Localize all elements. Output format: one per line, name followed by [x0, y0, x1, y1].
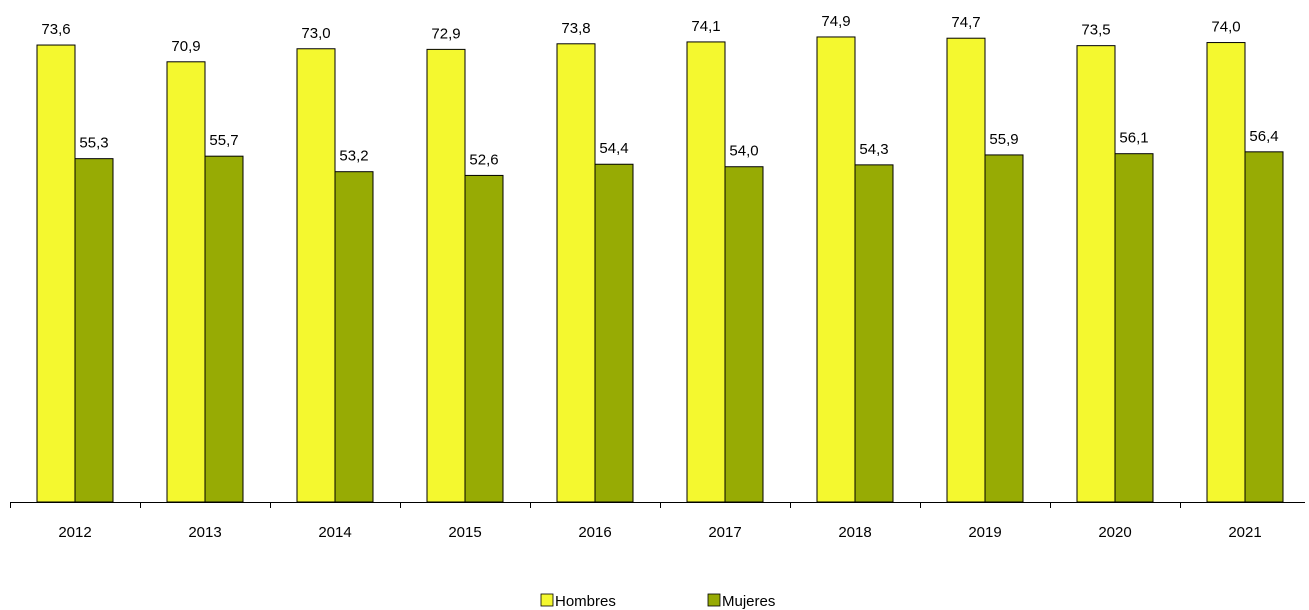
bar-hombres-2014 — [296, 48, 336, 503]
bar-mujeres-2015 — [464, 174, 504, 503]
data-label-hombres-2019: 74,7 — [951, 14, 980, 31]
x-tick-label-2019: 2019 — [968, 524, 1001, 541]
x-tick-label-2014: 2014 — [318, 524, 351, 541]
bar-hombres-2019 — [946, 37, 986, 503]
data-label-hombres-2021: 74,0 — [1211, 19, 1240, 36]
bar-hombres-2018 — [816, 36, 856, 503]
x-tick-label-2018: 2018 — [838, 524, 871, 541]
data-label-hombres-2020: 73,5 — [1081, 22, 1110, 39]
bar-hombres-2017 — [686, 41, 726, 503]
data-label-mujeres-2012: 55,3 — [79, 135, 108, 152]
bar-hombres-2020 — [1076, 45, 1116, 503]
bar-hombres-2021 — [1206, 42, 1246, 503]
data-label-mujeres-2016: 54,4 — [599, 140, 628, 157]
bar-hombres-2013 — [166, 61, 206, 503]
legend-label-mujeres: Mujeres — [722, 593, 775, 610]
bar-mujeres-2021 — [1244, 151, 1284, 503]
bar-mujeres-2020 — [1114, 153, 1154, 503]
data-label-mujeres-2017: 54,0 — [729, 143, 758, 160]
bar-mujeres-2016 — [594, 163, 634, 503]
data-label-mujeres-2013: 55,7 — [209, 132, 238, 149]
legend-label-hombres: Hombres — [555, 593, 616, 610]
x-tick-label-2013: 2013 — [188, 524, 221, 541]
bar-mujeres-2018 — [854, 164, 894, 503]
data-label-hombres-2012: 73,6 — [41, 21, 70, 38]
x-tick-label-2015: 2015 — [448, 524, 481, 541]
bars-group: 73,6 55,3 70,9 55,7 73,0 53,2 72,9 52,6 73,8 54,4… — [36, 13, 1284, 503]
legend-swatch-mujeres — [707, 593, 721, 607]
data-label-hombres-2017: 74,1 — [691, 18, 720, 35]
data-label-mujeres-2014: 53,2 — [339, 148, 368, 165]
data-label-hombres-2015: 72,9 — [431, 25, 460, 42]
data-label-mujeres-2021: 56,4 — [1249, 128, 1278, 145]
x-axis: 2012 2013 2014 2015 2016 2017 2018 2019 2020 2021 — [10, 502, 1305, 541]
data-label-mujeres-2015: 52,6 — [469, 151, 498, 168]
data-label-mujeres-2020: 56,1 — [1119, 130, 1148, 147]
x-tick-label-2016: 2016 — [578, 524, 611, 541]
data-label-hombres-2014: 73,0 — [301, 25, 330, 42]
legend: Hombres Mujeres — [540, 593, 775, 610]
bar-hombres-2015 — [426, 48, 466, 503]
bar-mujeres-2014 — [334, 171, 374, 503]
bar-mujeres-2019 — [984, 154, 1024, 503]
x-tick-label-2017: 2017 — [708, 524, 741, 541]
x-tick-label-2021: 2021 — [1228, 524, 1261, 541]
x-tick-label-2012: 2012 — [58, 524, 91, 541]
bar-mujeres-2013 — [204, 155, 244, 503]
x-tick-label-2020: 2020 — [1098, 524, 1131, 541]
data-label-mujeres-2019: 55,9 — [989, 131, 1018, 148]
bar-hombres-2016 — [556, 43, 596, 503]
bar-hombres-2012 — [36, 44, 76, 503]
data-label-hombres-2016: 73,8 — [561, 20, 590, 37]
data-label-hombres-2013: 70,9 — [171, 38, 200, 55]
legend-swatch-hombres — [540, 593, 554, 607]
data-label-mujeres-2018: 54,3 — [859, 141, 888, 158]
data-label-hombres-2018: 74,9 — [821, 13, 850, 30]
bar-mujeres-2017 — [724, 166, 764, 503]
bar-mujeres-2012 — [74, 158, 114, 503]
